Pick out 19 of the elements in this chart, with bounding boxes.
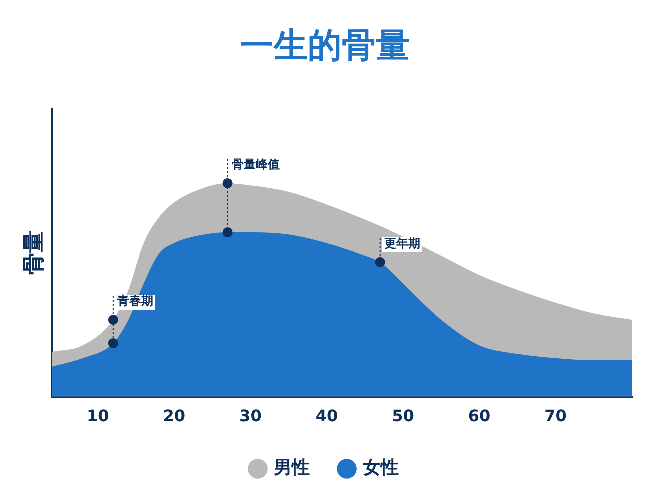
point <box>108 315 118 325</box>
annotation: 更年期 <box>384 236 420 251</box>
point <box>222 228 233 238</box>
x-tick-label: 40 <box>316 406 338 426</box>
chart-title: 一生的骨量 <box>240 26 410 66</box>
point <box>108 338 118 348</box>
annotation: 骨量峰值 <box>232 158 280 172</box>
point <box>375 257 386 268</box>
x-tick-label: 50 <box>392 406 414 426</box>
point <box>222 178 233 188</box>
y-axis-title: 骨量 <box>22 230 47 275</box>
legend-label: 女性 <box>362 458 399 479</box>
annotation: 青春期 <box>116 294 154 308</box>
x-tick-label: 60 <box>468 406 491 426</box>
legend-label: 男性 <box>273 458 310 479</box>
x-tick-label: 20 <box>163 406 186 426</box>
x-tick-label: 70 <box>544 406 567 426</box>
x-tick-label: 30 <box>240 406 262 426</box>
x-tick-label: 10 <box>87 406 110 426</box>
